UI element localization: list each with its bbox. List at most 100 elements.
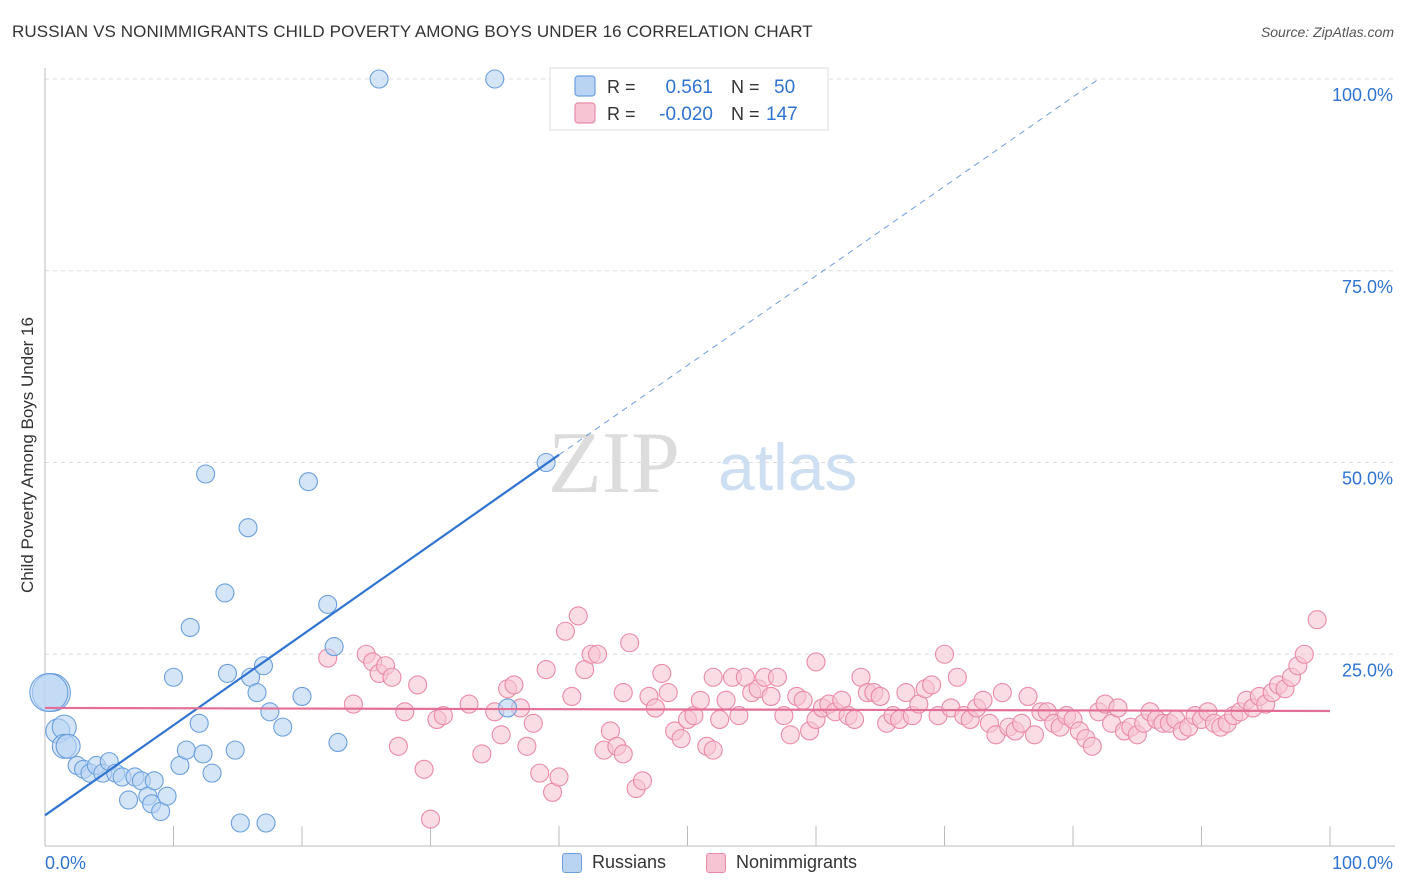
legend-nonimmigrants-swatch	[706, 852, 726, 873]
nonimmigrants-point-100	[1024, 725, 1044, 745]
russians-point-13	[118, 790, 139, 810]
legend-nonimmigrants-n-label: N =	[731, 104, 760, 124]
russians-point-32	[230, 813, 250, 833]
russians-points	[29, 69, 556, 833]
russians-point-26	[193, 744, 213, 764]
legend-russians-n-label: N =	[731, 77, 760, 97]
nonimmigrants-point-72	[844, 709, 865, 729]
legend-nonimmigrants-n-value: 147	[766, 104, 798, 125]
nonimmigrants-point-23	[530, 763, 550, 783]
russians-point-37	[256, 813, 276, 833]
nonimmigrants-point-42	[652, 663, 672, 683]
russians-point-39	[273, 717, 293, 737]
nonimmigrants-point-52	[716, 690, 736, 710]
nonimmigrants-point-17	[491, 725, 511, 745]
legend-russians-label: Russians	[592, 852, 667, 872]
legend-nonimmigrants-label: Nonimmigrants	[736, 852, 858, 872]
nonimmigrants-point-41	[645, 698, 665, 718]
nonimmigrants-point-92	[973, 690, 993, 710]
nonimmigrants-point-54	[729, 706, 749, 726]
russians-point-23	[176, 740, 196, 760]
legend-item-nonimmigrants: Nonimmigrants	[706, 852, 857, 873]
nonimmigrants-point-6	[382, 667, 402, 687]
nonimmigrants-point-146	[703, 667, 723, 687]
russians-point-46	[485, 69, 505, 89]
y-tick-label-75: 75.0%	[1342, 277, 1393, 297]
nonimmigrants-point-51	[710, 709, 730, 729]
legend-nonimmigrants-r-value: -0.020	[659, 104, 713, 125]
nonimmigrants-point-45	[671, 729, 691, 749]
russians-point-28	[202, 763, 222, 783]
nonimmigrants-point-24	[536, 660, 556, 680]
nonimmigrants-point-109	[1082, 736, 1102, 756]
y-tick-label-25: 25.0%	[1342, 660, 1393, 680]
legend-item-russians: Russians	[562, 852, 666, 873]
series-legend: Russians Nonimmigrants	[0, 852, 1406, 878]
russians-point-40	[292, 686, 312, 706]
nonimmigrants-point-144	[806, 652, 826, 672]
legend-russians-n-value: 50	[774, 77, 795, 98]
russians-point-4	[55, 733, 81, 759]
russians-point-27	[196, 464, 216, 484]
russians-point-44	[328, 732, 348, 753]
nonimmigrants-point-98	[1012, 713, 1032, 733]
nonimmigrants-point-84	[922, 675, 942, 695]
nonimmigrants-point-26	[549, 767, 569, 787]
nonimmigrants-point-60	[767, 667, 788, 687]
trend-lines	[44, 78, 1331, 817]
nonimmigrants-point-28	[562, 686, 582, 706]
legend-nonimmigrants-r-label: R =	[607, 104, 636, 124]
nonimmigrants-point-88	[947, 667, 967, 687]
russians-point-36	[253, 656, 274, 676]
legend-russians-r-value: 0.561	[665, 77, 713, 98]
russians-point-45	[369, 69, 389, 89]
x-tick-label-min: 0.0%	[45, 853, 86, 873]
russians-point-43	[324, 637, 344, 657]
russians-point-41	[298, 472, 318, 492]
russians-trend-line	[44, 453, 560, 817]
russians-point-31	[225, 740, 245, 760]
nonimmigrants-point-15	[472, 744, 492, 764]
nonimmigrants-trend-line	[44, 706, 1331, 713]
nonimmigrants-point-143	[1307, 610, 1327, 630]
x-tick-label-max: 100.0%	[1332, 853, 1393, 873]
stats-legend: R = 0.561 N = 50 R = -0.020 N = 147	[549, 67, 829, 131]
russians-point-29	[215, 583, 235, 603]
russians-point-30	[217, 663, 238, 683]
watermark-atlas: atlas	[718, 430, 857, 504]
nonimmigrants-point-7	[388, 736, 408, 756]
nonimmigrants-point-142	[1294, 644, 1314, 664]
nonimmigrants-point-27	[555, 621, 575, 641]
nonimmigrants-point-61	[774, 706, 794, 726]
nonimmigrants-point-29	[568, 606, 588, 626]
nonimmigrants-point-76	[870, 686, 890, 706]
legend-swatch-nonimmigrants	[574, 102, 596, 124]
russians-point-42	[318, 594, 338, 614]
nonimmigrants-point-36	[613, 683, 633, 703]
source-credit: Source: ZipAtlas.com	[1260, 24, 1394, 40]
nonimmigrants-point-86	[934, 644, 955, 664]
nonimmigrants-points	[318, 606, 1327, 829]
russians-point-21	[163, 667, 184, 687]
y-tick-label-50: 50.0%	[1342, 469, 1393, 489]
axes	[44, 68, 1395, 847]
russians-point-35	[247, 683, 267, 703]
nonimmigrants-point-43	[658, 683, 678, 703]
nonimmigrants-point-8	[395, 702, 415, 722]
nonimmigrants-point-113	[1108, 698, 1128, 718]
nonimmigrants-point-37	[620, 633, 640, 653]
nonimmigrants-point-39	[632, 771, 653, 791]
nonimmigrants-point-21	[517, 736, 537, 756]
legend-russians-swatch	[562, 852, 582, 873]
grid-lines	[45, 78, 1395, 655]
chart-title: RUSSIAN VS NONIMMIGRANTS CHILD POVERTY A…	[12, 22, 813, 41]
nonimmigrants-point-95	[992, 683, 1012, 703]
nonimmigrants-point-22	[523, 713, 543, 733]
nonimmigrants-point-14	[459, 694, 479, 714]
nonimmigrants-point-62	[780, 725, 800, 745]
russians-trend-extension	[558, 78, 1099, 456]
russians-point-20	[157, 786, 177, 806]
nonimmigrants-point-48	[690, 690, 710, 710]
watermark-zip: ZIP	[548, 415, 680, 512]
